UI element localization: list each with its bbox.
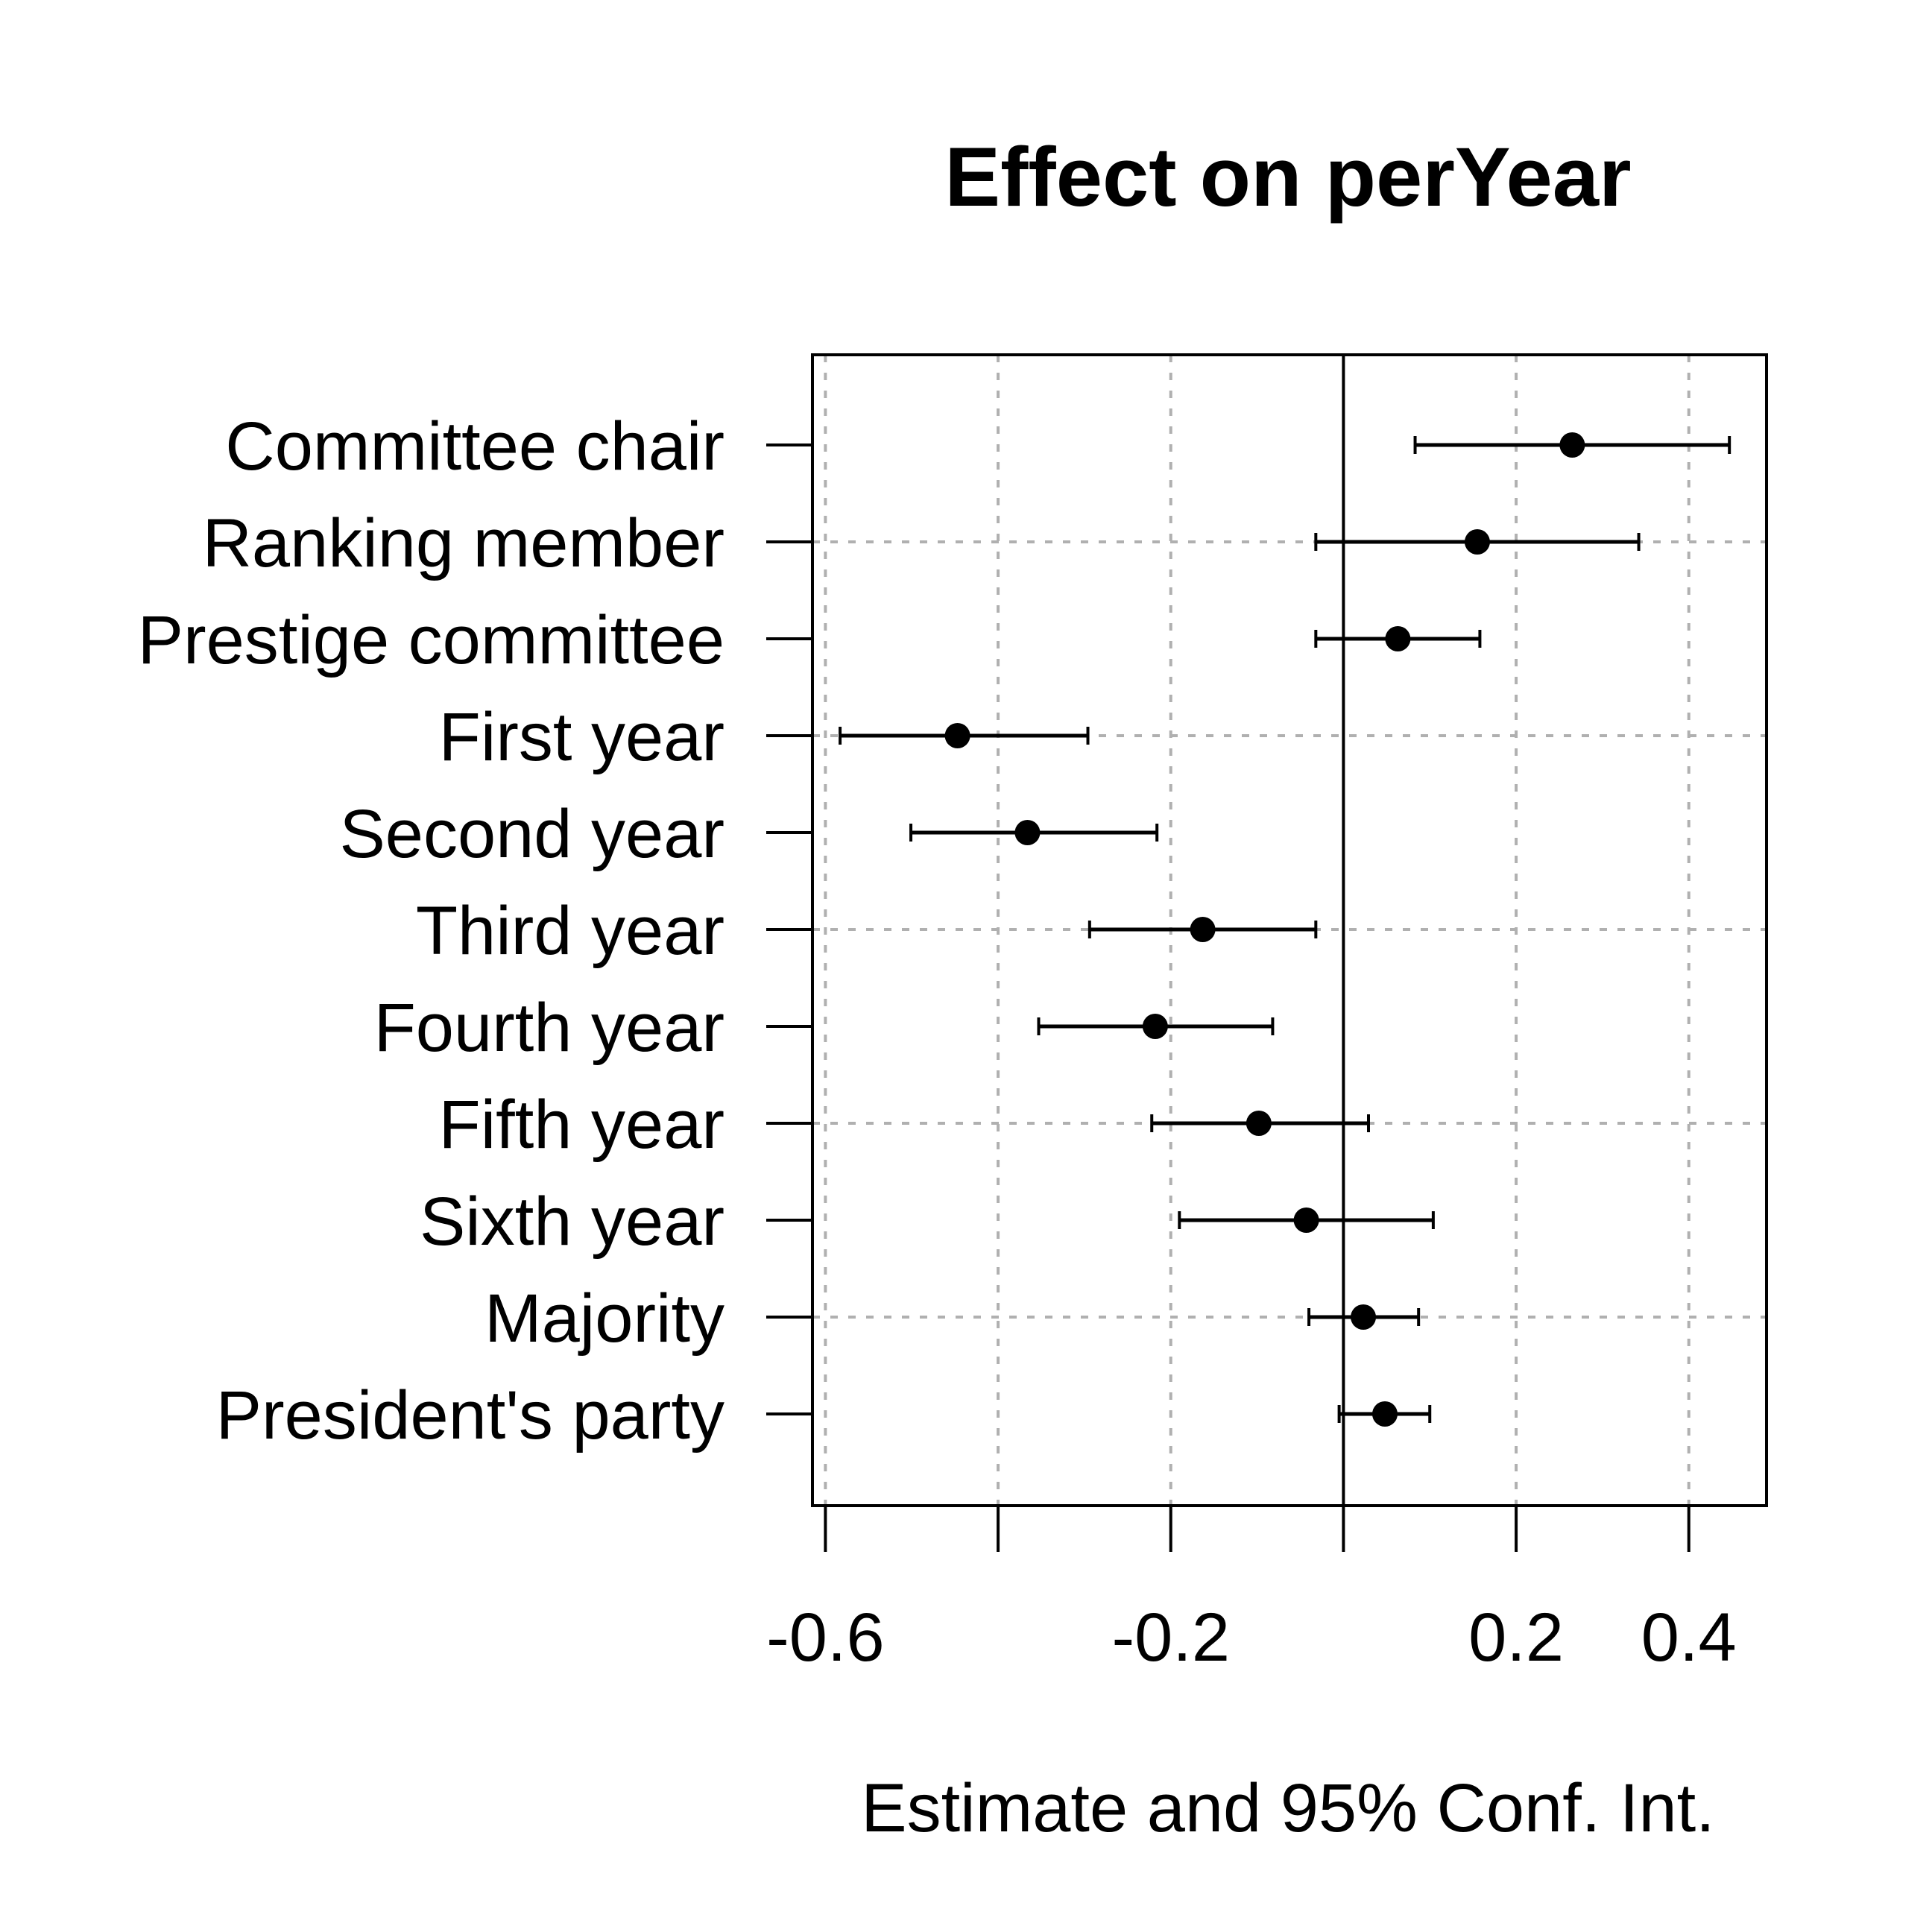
category-label: Majority — [484, 1281, 724, 1357]
estimate-point — [1246, 1111, 1272, 1136]
estimate-point — [944, 723, 970, 748]
chart-title: Effect on perYear — [944, 130, 1631, 224]
category-label: Third year — [416, 893, 724, 969]
x-axis-title: Estimate and 95% Conf. Int. — [861, 1770, 1715, 1846]
category-label: Fourth year — [374, 990, 724, 1066]
data-marks — [839, 432, 1731, 1427]
x-tick-label: 0.4 — [1641, 1600, 1737, 1676]
estimate-point — [1372, 1401, 1398, 1427]
category-label: President's party — [216, 1377, 724, 1453]
estimate-point — [1351, 1304, 1377, 1330]
x-tick-label: -0.6 — [766, 1600, 885, 1676]
estimate-point — [1385, 626, 1411, 651]
category-label: Ranking member — [202, 505, 724, 581]
category-labels: Committee chair Ranking member Prestige co… — [138, 408, 724, 1453]
category-label: Prestige committee — [138, 602, 724, 678]
category-label: Committee chair — [225, 408, 724, 484]
estimate-point — [1293, 1208, 1319, 1233]
x-tick-label: 0.2 — [1468, 1600, 1564, 1676]
estimate-point — [1464, 529, 1490, 555]
category-label: Sixth year — [420, 1184, 724, 1260]
category-label: Second year — [339, 796, 724, 872]
estimate-point — [1559, 432, 1585, 458]
estimate-point — [1014, 820, 1041, 845]
x-tick-label: -0.2 — [1111, 1600, 1230, 1676]
category-label: Fifth year — [439, 1087, 724, 1163]
estimate-point — [1142, 1014, 1168, 1039]
estimate-point — [1190, 917, 1216, 942]
axes: -0.6 -0.2 0.2 0.4 — [766, 353, 1768, 1676]
category-label: First year — [439, 699, 724, 775]
